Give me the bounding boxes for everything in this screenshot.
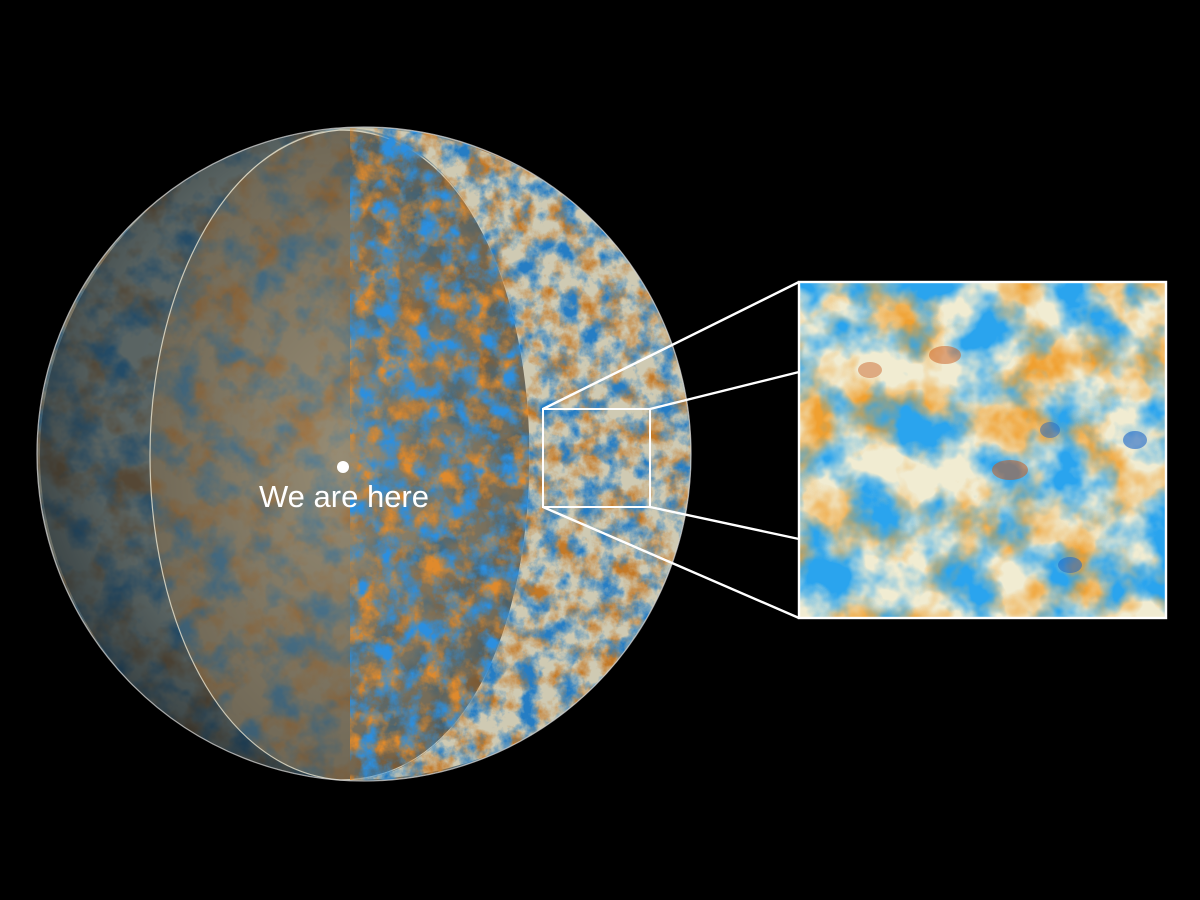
sphere-outer-surface (350, 128, 691, 780)
zoom-connector-lines (542, 280, 800, 620)
sphere-outline (36, 126, 692, 782)
zoom-inset (799, 282, 1166, 618)
observer-label: We are here (259, 479, 429, 514)
cutaway-hemisphere (150, 130, 530, 780)
connector-line-bottom-left (542, 505, 800, 620)
connector-line-top-left (542, 280, 800, 411)
observer-dot (337, 461, 349, 473)
connector-line-top-right (649, 370, 800, 411)
zoom-inset-frame (797, 280, 1168, 620)
connector-line-bottom-right (649, 505, 800, 541)
zoom-region-box (542, 408, 651, 508)
